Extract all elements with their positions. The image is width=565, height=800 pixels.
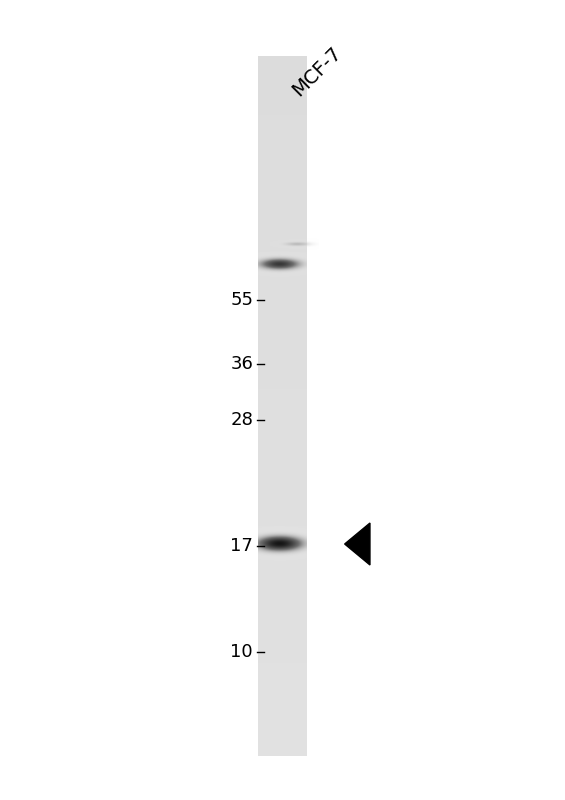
Text: MCF-7: MCF-7 [289,43,345,100]
Text: 55: 55 [230,291,253,309]
Text: 36: 36 [231,355,253,373]
Text: 10: 10 [231,643,253,661]
Polygon shape [345,523,370,565]
Text: 28: 28 [231,411,253,429]
Text: 17: 17 [231,537,253,554]
